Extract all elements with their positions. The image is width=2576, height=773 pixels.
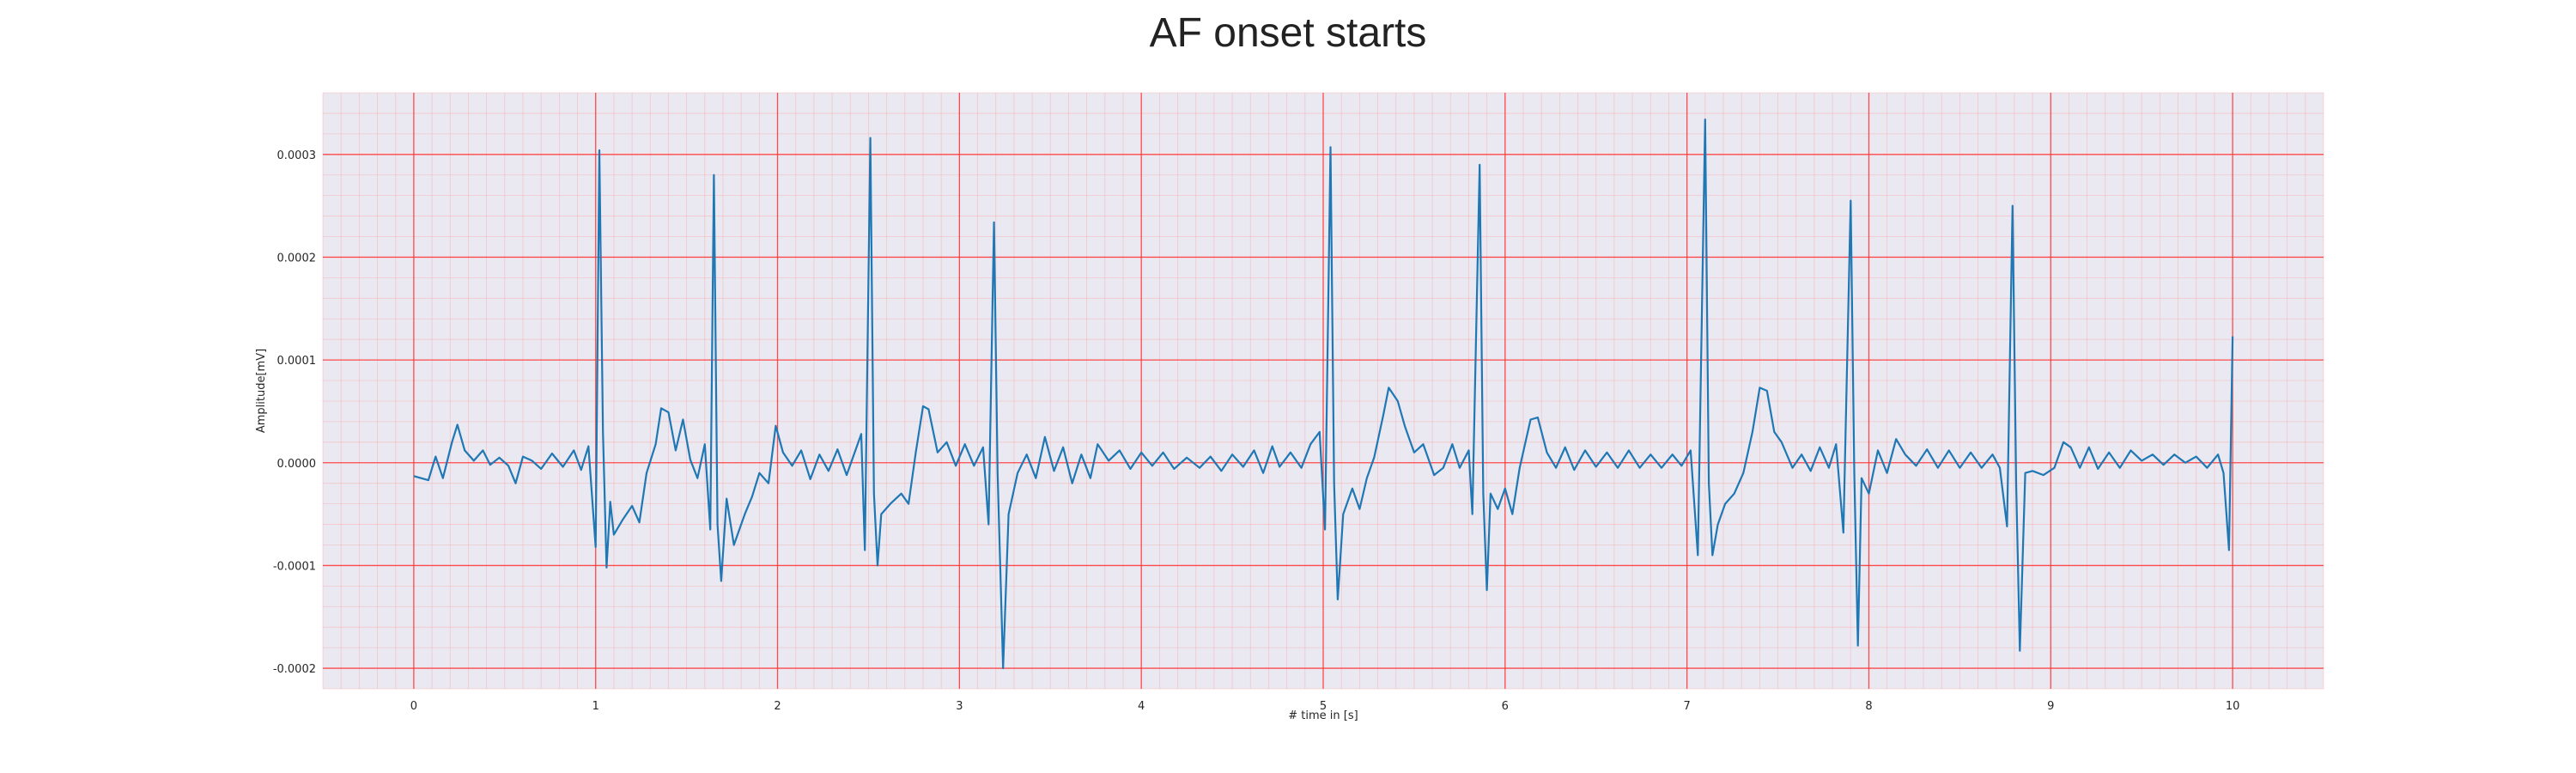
x-tick-label: 7 xyxy=(1683,700,1690,713)
x-tick-label: 10 xyxy=(2226,700,2240,713)
x-tick-labels: 0 1 2 3 4 5 6 7 8 9 10 xyxy=(410,700,2240,713)
x-tick-label: 6 xyxy=(1502,700,1509,713)
y-axis-label: Amplitude[mV] xyxy=(255,349,268,433)
y-tick-label: 0.0000 xyxy=(277,458,317,471)
x-tick-label: 2 xyxy=(774,700,781,713)
y-tick-label: -0.0001 xyxy=(273,560,316,573)
y-tick-label: 0.0003 xyxy=(277,149,317,162)
y-tick-labels: -0.0002 -0.0001 0.0000 0.0001 0.0002 0.0003 xyxy=(273,149,316,676)
x-tick-label: 1 xyxy=(592,700,599,713)
series-line-ecg xyxy=(413,119,2234,670)
y-tick-label: 0.0001 xyxy=(277,355,317,368)
x-tick-label: 9 xyxy=(2047,700,2054,713)
y-tick-label: -0.0002 xyxy=(273,663,316,676)
x-tick-label: 8 xyxy=(1865,700,1872,713)
major-gridlines xyxy=(323,93,2324,689)
x-tick-label: 3 xyxy=(956,700,963,713)
chart-title: AF onset starts xyxy=(1150,10,1427,56)
x-axis-label: # time in [s] xyxy=(1288,709,1358,722)
x-tick-label: 5 xyxy=(1320,700,1327,713)
y-tick-label: 0.0002 xyxy=(277,252,317,265)
x-tick-label: 0 xyxy=(410,700,417,713)
x-tick-label: 4 xyxy=(1138,700,1145,713)
